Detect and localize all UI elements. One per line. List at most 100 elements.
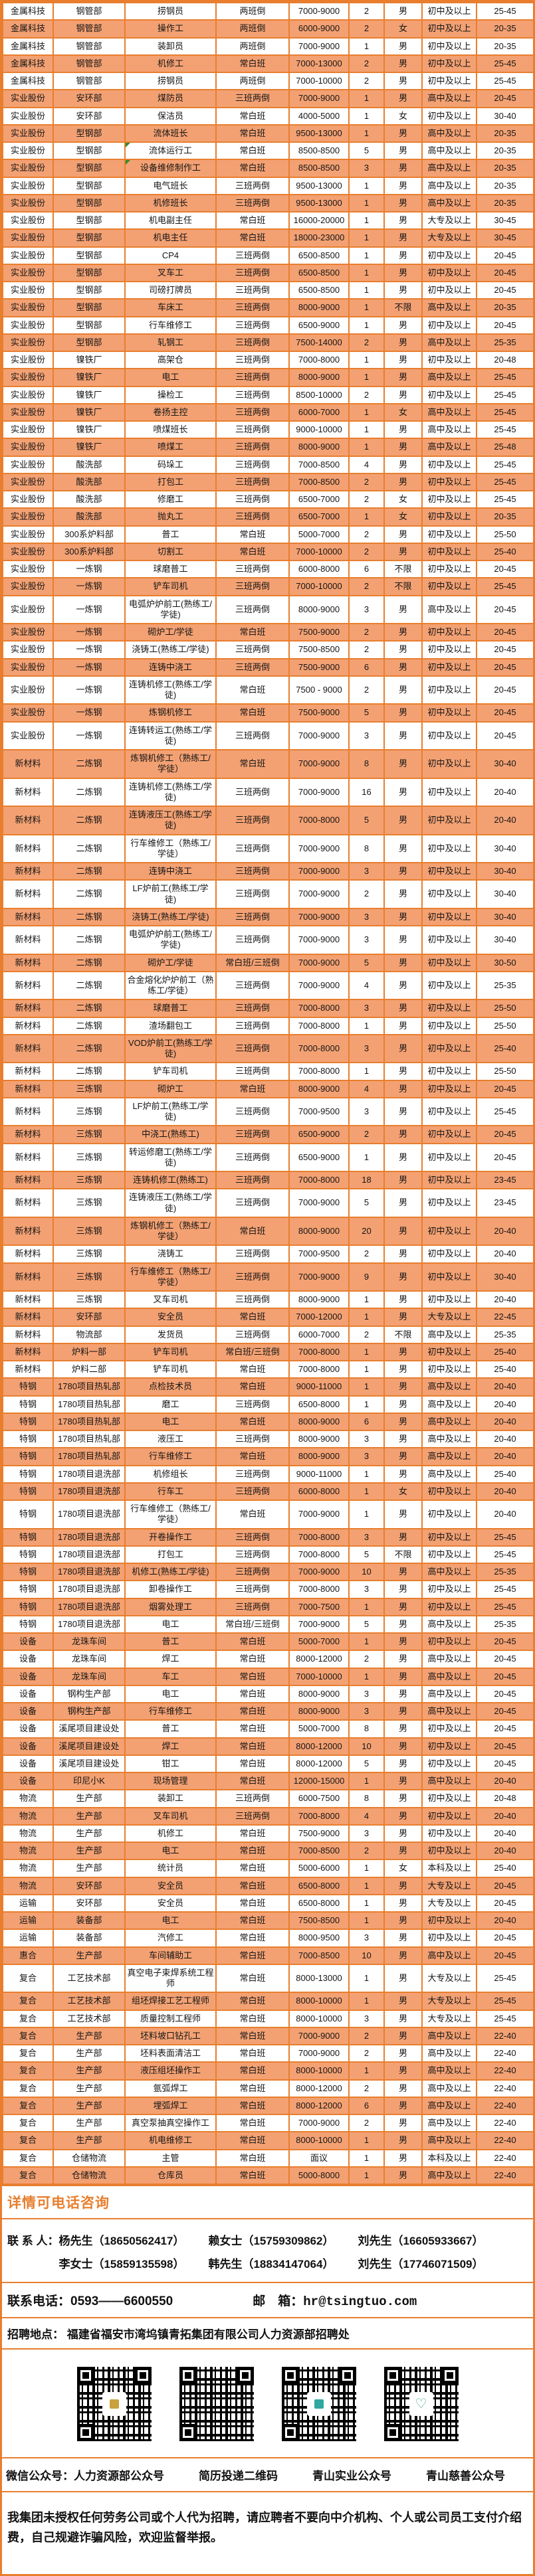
table-cell: 新材料 xyxy=(2,777,54,807)
email-address: hr@tsingtuo.com xyxy=(303,2294,417,2309)
table-cell: 2 xyxy=(348,1125,385,1144)
table-row: 实业股份 一炼钢 炼钢机修工 常白班 7500-9000 5 男初中及以上 20-45 xyxy=(2,703,534,723)
table-cell: 7000-9500 xyxy=(288,1245,350,1264)
qr-finder-icon xyxy=(134,2367,152,2384)
table-cell: 7000-8000 xyxy=(288,999,350,1018)
table-cell: 实业股份 xyxy=(2,507,54,527)
table-cell: 初中及以上 xyxy=(421,1290,477,1310)
table-cell: 新材料 xyxy=(2,1245,54,1264)
table-row: 新材料 二炼钢 球磨普工 三班两倒 7000-8000 3 男初中及以上 25-50 xyxy=(2,999,534,1018)
table-cell: 男 xyxy=(383,280,423,300)
table-cell: 生产部 xyxy=(53,2061,126,2081)
table-cell: 7000-9000 xyxy=(288,1500,350,1529)
table-cell: 常白班 xyxy=(215,2009,290,2028)
table-cell: 男 xyxy=(383,806,423,835)
table-cell: 25-45 xyxy=(476,1527,534,1547)
table-cell: 5000-6000 xyxy=(288,1859,350,1878)
table-cell: 男 xyxy=(383,455,423,474)
table-cell: 7500-9000 xyxy=(288,703,350,723)
table-cell: 新材料 xyxy=(2,1033,54,1064)
table-cell: 常白班 xyxy=(215,1447,290,1466)
table-cell: 5 xyxy=(348,703,385,723)
table-cell: 行车工 xyxy=(124,1482,217,1502)
table-cell: 三炼钢 xyxy=(53,1262,126,1292)
table-cell: 焊工 xyxy=(124,1737,217,1756)
table-cell: 初中及以上 xyxy=(421,1597,477,1616)
table-cell: 装备部 xyxy=(53,1911,126,1931)
table-cell: 7000-9000 xyxy=(288,749,350,779)
table-cell: 女 xyxy=(383,489,423,509)
table-cell: 男 xyxy=(383,907,423,927)
table-cell: 型钢部 xyxy=(53,315,126,335)
table-cell: 初中及以上 xyxy=(421,1527,477,1547)
table-cell: 女 xyxy=(383,1482,423,1502)
table-cell: 初中及以上 xyxy=(421,1806,477,1826)
table-cell: 高架仓 xyxy=(124,350,217,370)
table-cell: 1780项目退洗部 xyxy=(53,1614,126,1634)
table-cell: 电弧炉炉前工(熟练工/学徒) xyxy=(124,925,217,955)
table-cell: 男 xyxy=(383,1562,423,1582)
table-cell: 生产部 xyxy=(53,1841,126,1861)
table-cell: 7000-9000 xyxy=(288,953,350,972)
table-cell: 初中及以上 xyxy=(421,1754,477,1774)
table-cell: 1 xyxy=(348,1992,385,2011)
table-cell: 初中及以上 xyxy=(421,1929,477,1948)
table-cell: 1 xyxy=(348,263,385,283)
table-cell: 连铸中浇工 xyxy=(124,657,217,677)
table-cell: 7500 - 9000 xyxy=(288,675,350,705)
table-cell: 7500-8500 xyxy=(288,640,350,659)
table-cell: 8500-8500 xyxy=(288,141,350,161)
table-cell: 行车维修工 xyxy=(124,1701,217,1721)
table-cell: 20-45 xyxy=(476,246,534,265)
qr-center-logo-icon xyxy=(306,2392,331,2416)
table-cell: 20-45 xyxy=(476,1876,534,1895)
table-cell: 20-40 xyxy=(476,1412,534,1432)
table-cell: 男 xyxy=(383,2061,423,2081)
table-cell: 初中及以上 xyxy=(421,640,477,659)
table-cell: 设备 xyxy=(2,1771,54,1791)
table-row: 特钢 1780项目退洗部 烟雾处理工 三班两倒 7000-7500 1 男初中及以上 25-4… xyxy=(2,1597,534,1616)
table-cell: 大专及以上 xyxy=(421,1308,477,1327)
table-cell: 7000-9000 xyxy=(288,721,350,750)
table-cell: 不限 xyxy=(383,1545,423,1565)
table-cell: CP4 xyxy=(124,246,217,265)
table-row: 实业股份 300系炉料部 切割工 常白班 7000-10000 2 男初中及以上 25-40 xyxy=(2,542,534,562)
table-cell: 三班两倒 xyxy=(215,879,290,909)
table-cell: 8000-9000 xyxy=(288,1429,350,1449)
table-cell: 龙珠车间 xyxy=(53,1632,126,1652)
table-cell: 20-35 xyxy=(476,141,534,161)
table-cell: 6000-8000 xyxy=(288,559,350,579)
table-cell: 酸洗部 xyxy=(53,507,126,527)
table-cell: 连铸液压工(熟练工/学徒) xyxy=(124,806,217,835)
table-cell: 男 xyxy=(383,1701,423,1721)
table-cell: 二炼钢 xyxy=(53,833,126,863)
table-cell: 1780项目退洗部 xyxy=(53,1562,126,1582)
table-cell: 1 xyxy=(348,1142,385,1172)
table-cell: 男 xyxy=(383,1992,423,2011)
table-cell: 7000-8000 xyxy=(288,1527,350,1547)
table-cell: 20-40 xyxy=(476,1447,534,1466)
table-cell: 25-35 xyxy=(476,1614,534,1634)
table-cell: 初中及以上 xyxy=(421,1096,477,1127)
table-cell: 男 xyxy=(383,1188,423,1218)
table-row: 新材料 二炼钢 铲车司机 三班两倒 7000-8000 1 男初中及以上 25-50 xyxy=(2,1062,534,1081)
table-cell: 25-50 xyxy=(476,1016,534,1035)
table-row: 金属科技 钢管部 操作工 两班倒 6000-9000 2 女初中及以上 20-35 xyxy=(2,19,534,39)
table-cell: 叉车司机 xyxy=(124,1290,217,1310)
table-cell: 5 xyxy=(348,953,385,972)
table-cell: 女 xyxy=(383,507,423,527)
table-cell: 新材料 xyxy=(2,1062,54,1081)
table-cell: 三班两倒 xyxy=(215,861,290,881)
table-cell: 二炼钢 xyxy=(53,1062,126,1081)
table-cell: 转运修磨工(熟练工/学徒) xyxy=(124,1142,217,1172)
table-cell: 男 xyxy=(383,1893,423,1913)
table-cell: 2 xyxy=(348,525,385,544)
table-cell: 高中及以上 xyxy=(421,2113,477,2133)
table-cell: 1 xyxy=(348,280,385,300)
table-cell: 钢管部 xyxy=(53,1,126,21)
table-cell: 高中及以上 xyxy=(421,1667,477,1686)
table-cell: 码垛工 xyxy=(124,455,217,474)
table-cell: 男 xyxy=(383,420,423,440)
table-cell: 行车维修工（熟练工/学徒） xyxy=(124,1262,217,1292)
table-cell: 三炼钢 xyxy=(53,1188,126,1218)
